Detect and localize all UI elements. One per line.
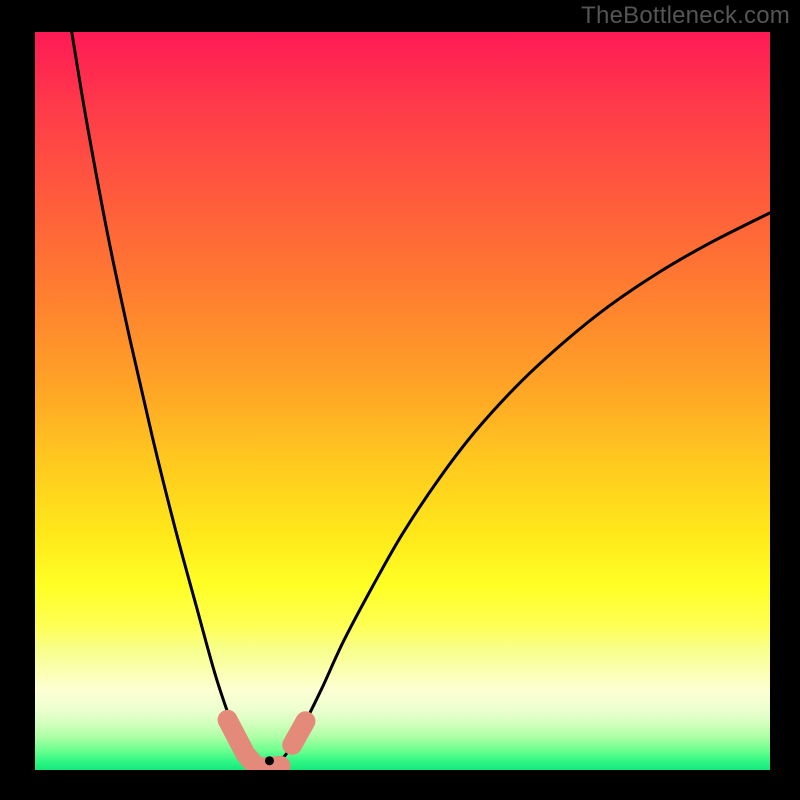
marker-dot [265, 756, 274, 765]
marker-pill [257, 766, 281, 768]
marker-pill [292, 721, 305, 745]
watermark-text: TheBottleneck.com [581, 2, 790, 30]
bottleneck-chart [0, 0, 800, 800]
figure-root: TheBottleneck.com [0, 0, 800, 800]
